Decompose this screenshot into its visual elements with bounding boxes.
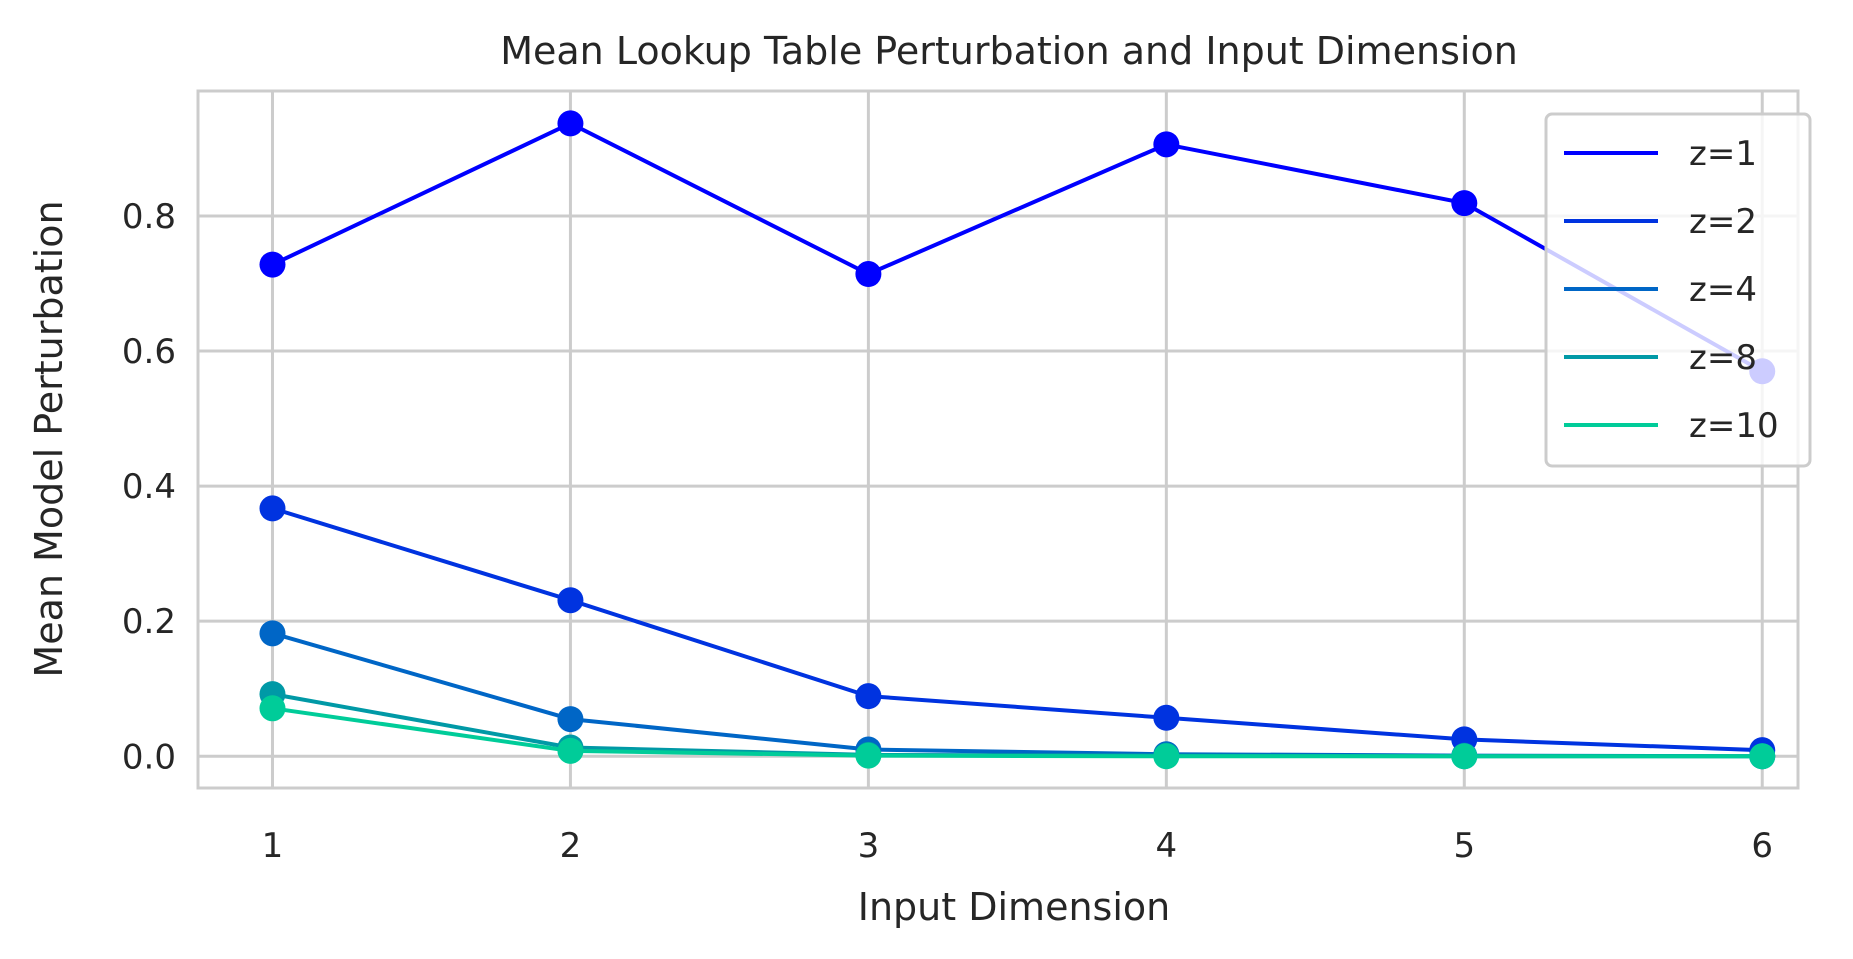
legend-label: z=8 [1689,338,1757,378]
legend-box [1544,112,1812,468]
series-z=2 [259,495,1776,764]
data-point [1451,190,1478,217]
data-point [557,706,584,733]
legend-label: z=10 [1689,406,1779,446]
data-point [855,261,882,288]
x-tick-label: 3 [858,826,880,866]
legend-label: z=4 [1689,270,1757,310]
y-tick-label: 0.4 [122,467,176,507]
x-tick-label: 6 [1751,826,1773,866]
legend-label: z=2 [1689,202,1757,242]
series-line [271,121,1764,374]
x-tick-label: 4 [1156,826,1178,866]
data-point [259,495,286,522]
data-point [557,587,584,614]
data-point [557,737,584,764]
x-tick-label: 5 [1453,826,1475,866]
data-point [1749,743,1776,770]
data-point [259,695,286,722]
y-tick-label: 0.2 [122,602,176,642]
legend: z=1 z=2 z=4 z=8 z=10 [1544,112,1812,468]
x-axis-ticks: 1 2 3 4 5 6 [262,826,1773,866]
series-line [271,506,1763,753]
series-line [272,706,1763,759]
plot-area [198,91,1798,788]
data-point [1153,704,1180,731]
series-layer [259,110,1776,770]
y-tick-label: 0.8 [122,197,176,237]
data-point [1451,743,1478,770]
legend-label: z=1 [1689,134,1757,174]
chart-title: Mean Lookup Table Perturbation and Input… [500,29,1518,73]
y-axis-title: Mean Model Perturbation [27,200,71,677]
series-z=10 [259,695,1776,770]
data-point [855,683,882,710]
data-point [1153,131,1180,158]
y-tick-label: 0.6 [122,332,176,372]
x-tick-label: 1 [262,826,284,866]
x-axis-title: Input Dimension [858,885,1170,929]
data-point [1153,743,1180,770]
x-tick-label: 2 [560,826,582,866]
data-point [259,620,286,647]
data-point [259,251,286,278]
y-axis-ticks: 0.0 0.2 0.4 0.6 0.8 [122,197,176,777]
data-point [855,742,882,769]
y-tick-label: 0.0 [122,737,176,777]
data-point [557,110,584,137]
